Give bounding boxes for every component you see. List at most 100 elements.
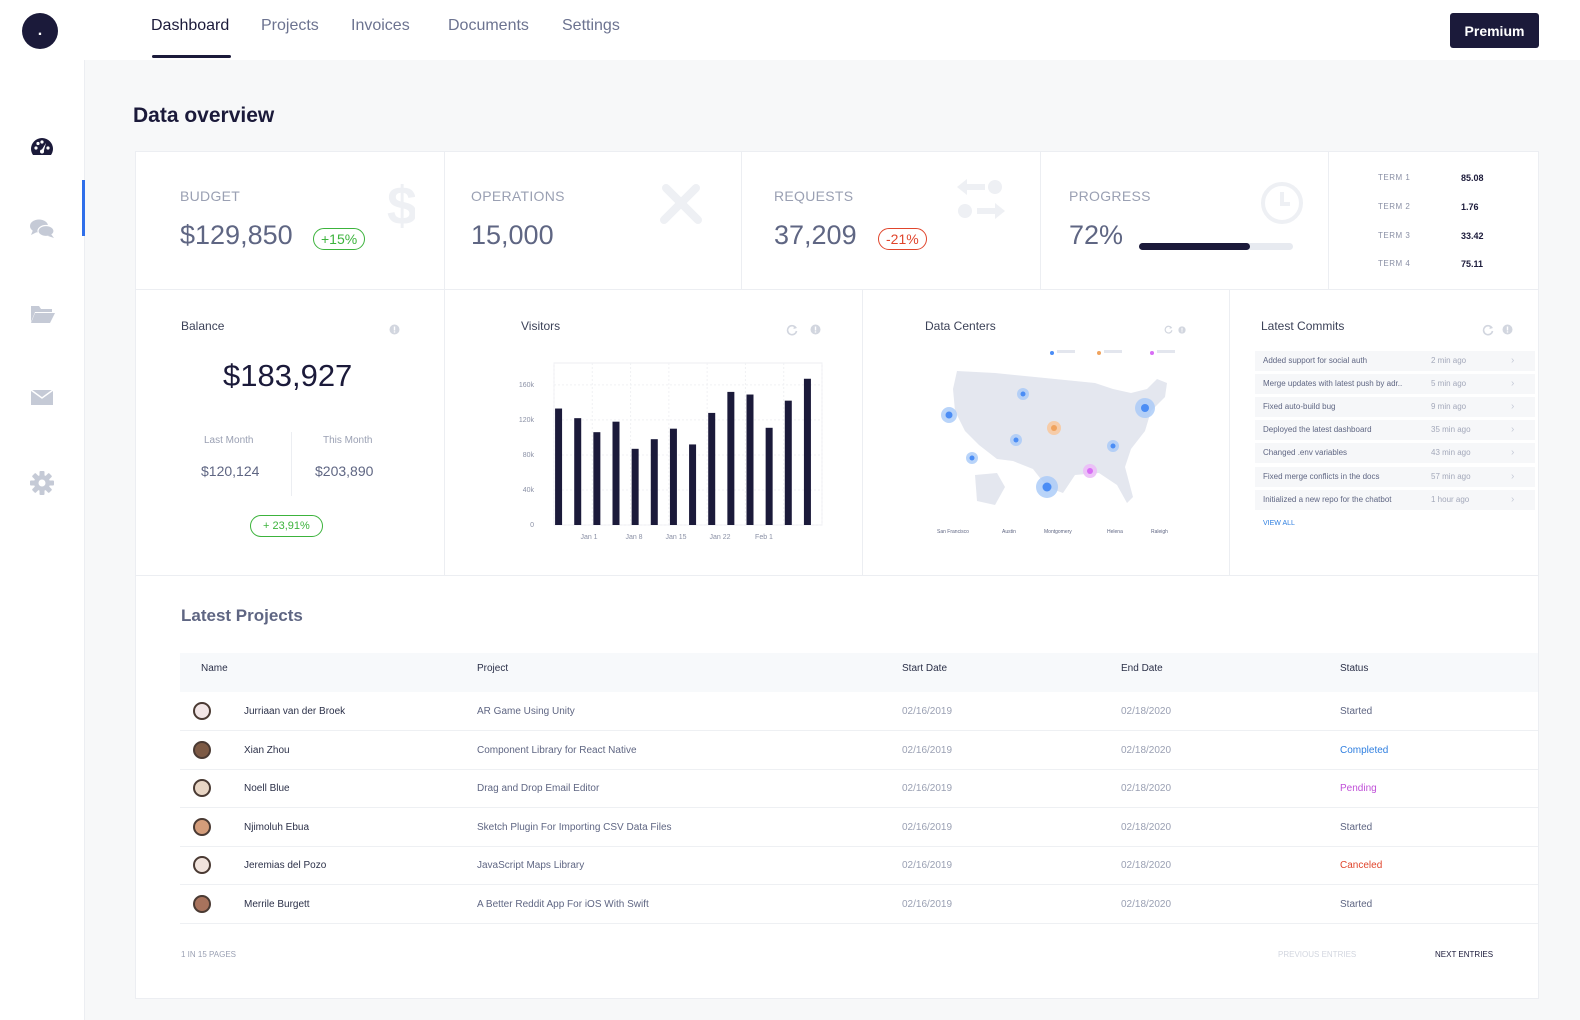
premium-button[interactable]: Premium — [1450, 13, 1539, 48]
tab-dashboard[interactable]: Dashboard — [151, 17, 230, 34]
tab-documents[interactable]: Documents — [448, 17, 529, 34]
refresh-icon[interactable] — [1482, 324, 1494, 336]
city-label-austin: Austin — [1002, 529, 1016, 535]
refresh-icon[interactable] — [786, 324, 798, 336]
info-icon[interactable] — [810, 324, 821, 335]
commit-time: 43 min ago — [1431, 448, 1471, 457]
commit-row[interactable]: Fixed merge conflicts in the docs 57 min … — [1255, 467, 1535, 487]
table-row-divider — [180, 922, 1538, 924]
tab-invoices[interactable]: Invoices — [351, 17, 410, 34]
term-4-value: 75.11 — [1461, 259, 1484, 269]
pagination-info: 1 IN 15 PAGES — [181, 950, 236, 959]
term-1-label: TERM 1 — [1378, 173, 1411, 182]
dashboard-gauge-icon[interactable] — [28, 134, 56, 162]
table-cell-name: Merrile Burgett — [244, 898, 310, 910]
transfer-arrows-icon — [957, 179, 1005, 219]
top-navbar: . Dashboard Projects Invoices Documents … — [0, 0, 1580, 60]
x-tick-label: Jan 15 — [665, 534, 686, 541]
settings-gear-icon[interactable] — [28, 469, 56, 497]
tools-icon — [660, 184, 702, 224]
active-tab-indicator — [152, 55, 231, 58]
info-icon[interactable] — [1502, 324, 1513, 335]
y-tick-label: 160k — [519, 382, 535, 389]
commit-message: Added support for social auth — [1263, 356, 1368, 365]
city-label-helena: Helena — [1107, 529, 1123, 535]
table-cell-project: A Better Reddit App For iOS With Swift — [477, 898, 649, 910]
balance-change-badge: + 23,91% — [250, 515, 323, 537]
mail-icon[interactable] — [28, 383, 56, 411]
table-cell-start-date: 02/16/2019 — [902, 821, 953, 833]
avatar — [193, 702, 211, 720]
visitors-bar — [689, 444, 697, 525]
info-icon[interactable] — [389, 324, 400, 335]
col-header-start-date[interactable]: Start Date — [902, 663, 948, 674]
chat-icon[interactable] — [28, 215, 56, 243]
tab-settings[interactable]: Settings — [562, 17, 620, 34]
data-centers-title: Data Centers — [925, 319, 996, 333]
refresh-icon[interactable] — [1164, 325, 1173, 334]
visitors-bar — [746, 394, 754, 525]
clock-icon — [1261, 182, 1303, 224]
previous-entries-button[interactable]: PREVIOUS ENTRIES — [1278, 950, 1357, 959]
commit-time: 5 min ago — [1431, 379, 1467, 388]
table-row-divider — [180, 768, 1538, 770]
this-month-value: $203,890 — [315, 463, 374, 479]
balance-value: $183,927 — [223, 358, 353, 393]
term-4-label: TERM 4 — [1378, 259, 1411, 268]
commit-message: Deployed the latest dashboard — [1263, 425, 1372, 434]
budget-change-badge: +15% — [313, 228, 366, 250]
visitors-bar — [669, 428, 677, 525]
avatar — [193, 856, 211, 874]
col-header-end-date[interactable]: End Date — [1121, 663, 1163, 674]
last-month-value: $120,124 — [201, 463, 260, 479]
commit-row[interactable]: Merge updates with latest push by adr.. 5… — [1255, 374, 1535, 394]
avatar — [193, 817, 211, 836]
requests-change-badge: -21% — [878, 228, 927, 250]
table-row-divider — [180, 845, 1538, 847]
table-cell-name: Jeremias del Pozo — [244, 860, 327, 871]
commit-message: Changed .env variables — [1263, 448, 1348, 457]
requests-label: REQUESTS — [774, 188, 854, 204]
commit-row[interactable]: Fixed auto-build bug 9 min ago › — [1255, 397, 1535, 417]
tab-projects[interactable]: Projects — [261, 17, 319, 34]
visitors-bar — [803, 378, 811, 525]
term-3-label: TERM 3 — [1378, 231, 1411, 240]
budget-label: BUDGET — [180, 188, 241, 204]
table-cell-end-date: 02/18/2020 — [1121, 744, 1172, 756]
folder-icon[interactable] — [28, 300, 56, 328]
table-cell-end-date: 02/18/2020 — [1121, 821, 1172, 833]
app-logo[interactable]: . — [22, 13, 58, 49]
col-header-project[interactable]: Project — [477, 663, 509, 674]
commit-time: 9 min ago — [1431, 402, 1467, 411]
y-tick-label: 80k — [523, 452, 535, 459]
visitors-bar — [765, 427, 773, 525]
visitors-bar — [708, 412, 716, 525]
commit-row[interactable]: Initialized a new repo for the chatbot 1 … — [1255, 490, 1535, 510]
progress-label: PROGRESS — [1069, 188, 1151, 204]
chevron-right-icon: › — [1511, 494, 1515, 505]
col-header-name[interactable]: Name — [201, 663, 228, 674]
commit-row[interactable]: Added support for social auth 2 min ago › — [1255, 351, 1535, 371]
table-cell-status: Started — [1340, 706, 1373, 717]
table-cell-status: Canceled — [1340, 860, 1383, 871]
table-cell-start-date: 02/16/2019 — [902, 898, 953, 910]
x-tick-label: Jan 1 — [580, 534, 597, 541]
visitors-bar — [574, 418, 582, 525]
commit-time: 2 min ago — [1431, 356, 1467, 365]
this-month-label: This Month — [323, 435, 373, 446]
table-header — [180, 653, 1538, 692]
table-cell-status: Completed — [1340, 744, 1389, 756]
visitors-bar — [555, 408, 563, 525]
progress-value: 72% — [1069, 220, 1124, 250]
next-entries-button[interactable]: NEXT ENTRIES — [1435, 950, 1494, 959]
commit-row[interactable]: Changed .env variables 43 min ago › — [1255, 443, 1535, 463]
visitors-bar — [612, 421, 620, 525]
commit-row[interactable]: Deployed the latest dashboard 35 min ago › — [1255, 420, 1535, 440]
svg-text:$: $ — [387, 178, 415, 230]
col-header-status[interactable]: Status — [1340, 663, 1369, 674]
table-cell-status: Pending — [1340, 783, 1377, 794]
view-all-link[interactable]: VIEW ALL — [1263, 520, 1295, 527]
info-icon[interactable] — [1178, 326, 1186, 334]
commit-message: Merge updates with latest push by adr.. — [1263, 379, 1403, 388]
budget-value: $129,850 — [180, 220, 293, 250]
